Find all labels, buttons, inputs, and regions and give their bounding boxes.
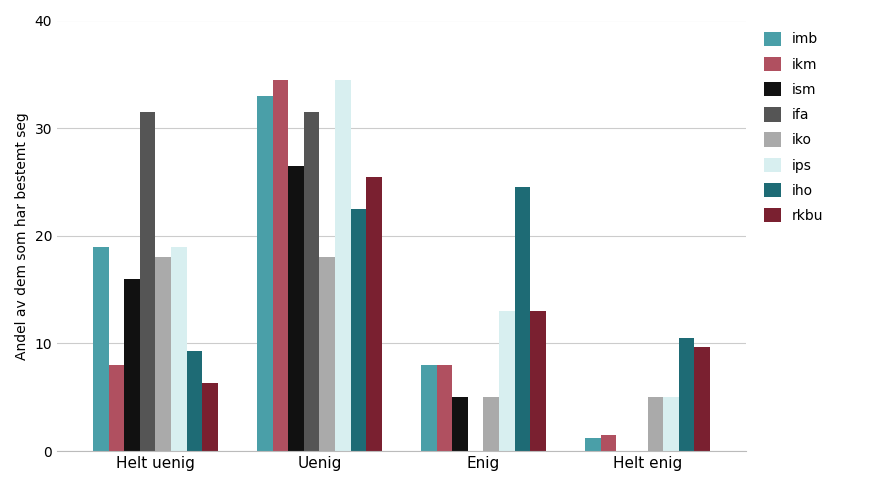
Bar [452,398,468,451]
Bar [663,398,678,451]
Bar [140,112,155,451]
Bar [273,80,289,451]
Bar [258,96,273,451]
Bar [335,80,351,451]
Bar [585,438,601,451]
Bar [601,435,616,451]
Bar [678,338,694,451]
Bar [351,209,366,451]
Bar [499,311,515,451]
Bar [694,347,710,451]
Bar [437,365,452,451]
Bar [124,279,140,451]
Bar [171,246,186,451]
Bar [202,383,218,451]
Bar [483,398,499,451]
Bar [155,258,171,451]
Bar [647,398,663,451]
Bar [530,311,546,451]
Bar [108,365,124,451]
Bar [93,246,108,451]
Bar [186,351,202,451]
Bar [289,166,304,451]
Bar [366,176,382,451]
Y-axis label: Andel av dem som har bestemt seg: Andel av dem som har bestemt seg [15,112,29,360]
Bar [515,188,530,451]
Bar [320,258,335,451]
Legend: imb, ikm, ism, ifa, iko, ips, iho, rkbu: imb, ikm, ism, ifa, iko, ips, iho, rkbu [760,27,828,227]
Bar [304,112,320,451]
Bar [421,365,437,451]
